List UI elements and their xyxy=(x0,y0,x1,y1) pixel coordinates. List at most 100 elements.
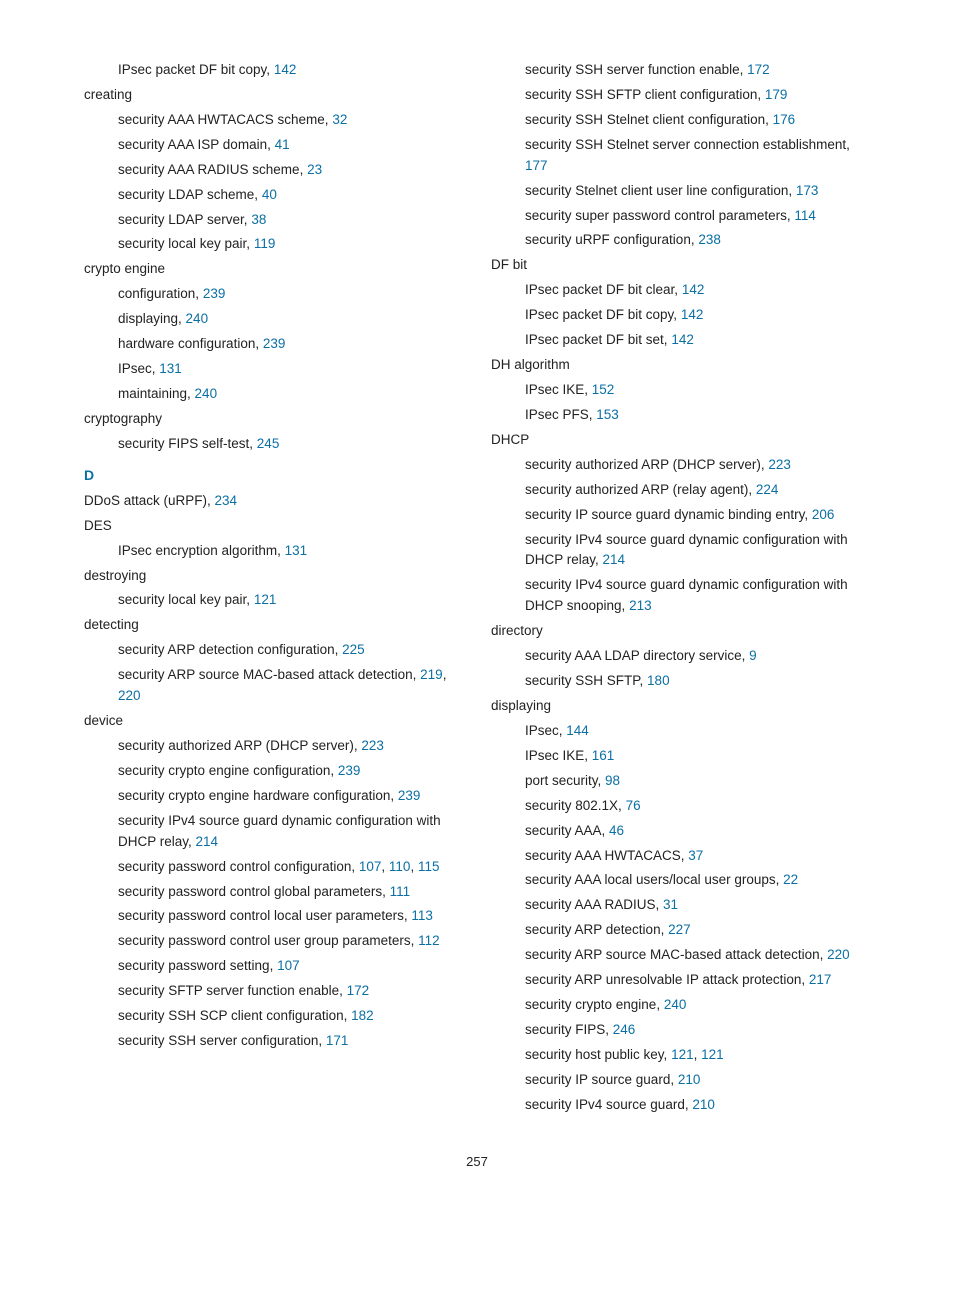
page-link[interactable]: 121 xyxy=(254,592,277,607)
page-link[interactable]: 182 xyxy=(351,1008,374,1023)
page-link[interactable]: 220 xyxy=(118,688,141,703)
page-link[interactable]: 114 xyxy=(794,208,816,223)
index-entry-text: security ARP detection, xyxy=(525,922,668,937)
page-link[interactable]: 144 xyxy=(566,723,589,738)
page-link[interactable]: 240 xyxy=(195,386,218,401)
index-entry: security crypto engine hardware configur… xyxy=(84,786,463,807)
page-link[interactable]: 38 xyxy=(251,212,266,227)
page-link[interactable]: 210 xyxy=(678,1072,701,1087)
page-link[interactable]: 121 xyxy=(701,1047,724,1062)
page-link[interactable]: 142 xyxy=(681,307,704,322)
index-entry-text: security FIPS self-test, xyxy=(118,436,257,451)
page-link[interactable]: 172 xyxy=(347,983,370,998)
page-link[interactable]: 238 xyxy=(698,232,721,247)
page-link[interactable]: 142 xyxy=(682,282,705,297)
page-link[interactable]: 131 xyxy=(285,543,308,558)
page-link[interactable]: 142 xyxy=(274,62,297,77)
index-entry: security password control user group par… xyxy=(84,931,463,952)
index-entry: security FIPS, 246 xyxy=(491,1020,870,1041)
page-link[interactable]: 161 xyxy=(592,748,615,763)
index-entry-text: IPsec PFS, xyxy=(525,407,596,422)
index-entry-text: security crypto engine configuration, xyxy=(118,763,338,778)
page-link[interactable]: 173 xyxy=(796,183,819,198)
index-entry-text: security SSH SFTP, xyxy=(525,673,647,688)
page-link[interactable]: 153 xyxy=(596,407,619,422)
page-link[interactable]: 240 xyxy=(186,311,209,326)
index-entry: security ARP detection configuration, 22… xyxy=(84,640,463,661)
page-link[interactable]: 172 xyxy=(747,62,770,77)
page-link[interactable]: 220 xyxy=(827,947,850,962)
index-entry: DES xyxy=(84,516,463,537)
page-link[interactable]: 142 xyxy=(671,332,694,347)
page-link[interactable]: 119 xyxy=(254,236,276,251)
page-link[interactable]: 179 xyxy=(765,87,788,102)
page-link[interactable]: 31 xyxy=(663,897,678,912)
index-entry-text: DH algorithm xyxy=(491,357,570,372)
index-entry: security IPv4 source guard, 210 xyxy=(491,1095,870,1116)
page-link[interactable]: 224 xyxy=(756,482,779,497)
page-link[interactable]: 214 xyxy=(603,552,626,567)
index-page: IPsec packet DF bit copy, 142creatingsec… xyxy=(0,0,954,1209)
page-link[interactable]: 223 xyxy=(361,738,384,753)
index-entry-text: displaying xyxy=(491,698,551,713)
index-entry: detecting xyxy=(84,615,463,636)
page-link[interactable]: 115 xyxy=(418,859,440,874)
page-link[interactable]: 214 xyxy=(196,834,219,849)
index-entry: cryptography xyxy=(84,409,463,430)
page-link[interactable]: 98 xyxy=(605,773,620,788)
page-link[interactable]: 107 xyxy=(277,958,300,973)
index-entry: destroying xyxy=(84,566,463,587)
page-link[interactable]: 9 xyxy=(749,648,757,663)
page-link[interactable]: 234 xyxy=(215,493,238,508)
index-entry-text: security AAA HWTACACS, xyxy=(525,848,688,863)
page-link[interactable]: 239 xyxy=(398,788,421,803)
index-entry: security IP source guard, 210 xyxy=(491,1070,870,1091)
index-entry-text: security AAA HWTACACS scheme, xyxy=(118,112,332,127)
page-link[interactable]: 41 xyxy=(275,137,290,152)
index-entry-text: security FIPS, xyxy=(525,1022,613,1037)
page-link[interactable]: 217 xyxy=(809,972,832,987)
index-entry: security 802.1X, 76 xyxy=(491,796,870,817)
index-entry: displaying, 240 xyxy=(84,309,463,330)
page-link[interactable]: 171 xyxy=(326,1033,349,1048)
page-link[interactable]: 111 xyxy=(390,884,411,899)
page-link[interactable]: 240 xyxy=(664,997,687,1012)
page-link[interactable]: 245 xyxy=(257,436,280,451)
page-link[interactable]: 32 xyxy=(332,112,347,127)
index-entry: security LDAP server, 38 xyxy=(84,210,463,231)
page-link[interactable]: 239 xyxy=(203,286,226,301)
page-link[interactable]: 177 xyxy=(525,158,548,173)
page-link[interactable]: 227 xyxy=(668,922,691,937)
page-link[interactable]: 112 xyxy=(418,933,440,948)
page-link[interactable]: 131 xyxy=(159,361,182,376)
index-entry-text: IPsec, xyxy=(118,361,159,376)
page-link[interactable]: 206 xyxy=(812,507,835,522)
index-entry-text: hardware configuration, xyxy=(118,336,263,351)
page-link[interactable]: 76 xyxy=(626,798,641,813)
page-link[interactable]: 46 xyxy=(609,823,624,838)
page-link[interactable]: 225 xyxy=(342,642,365,657)
page-link[interactable]: 107 xyxy=(359,859,382,874)
page-link[interactable]: 176 xyxy=(773,112,796,127)
page-link[interactable]: 37 xyxy=(688,848,703,863)
page-link[interactable]: 152 xyxy=(592,382,615,397)
page-link[interactable]: 180 xyxy=(647,673,670,688)
page-link[interactable]: 239 xyxy=(338,763,361,778)
page-link[interactable]: 213 xyxy=(629,598,652,613)
page-link[interactable]: 22 xyxy=(783,872,798,887)
page-link[interactable]: 23 xyxy=(307,162,322,177)
page-link[interactable]: 110 xyxy=(389,859,411,874)
page-link[interactable]: 113 xyxy=(411,908,433,923)
page-link[interactable]: 210 xyxy=(692,1097,715,1112)
index-entry: security authorized ARP (DHCP server), 2… xyxy=(84,736,463,757)
page-link[interactable]: 219 xyxy=(420,667,443,682)
page-link[interactable]: 239 xyxy=(263,336,286,351)
page-link[interactable]: 121 xyxy=(671,1047,694,1062)
index-entry-text: security ARP detection configuration, xyxy=(118,642,342,657)
page-link[interactable]: 40 xyxy=(262,187,277,202)
index-entry: security IPv4 source guard dynamic confi… xyxy=(491,575,870,617)
index-entry-text: security IPv4 source guard dynamic confi… xyxy=(525,577,848,613)
page-link[interactable]: 223 xyxy=(768,457,791,472)
page-link[interactable]: 246 xyxy=(613,1022,636,1037)
index-entry-text: security 802.1X, xyxy=(525,798,626,813)
